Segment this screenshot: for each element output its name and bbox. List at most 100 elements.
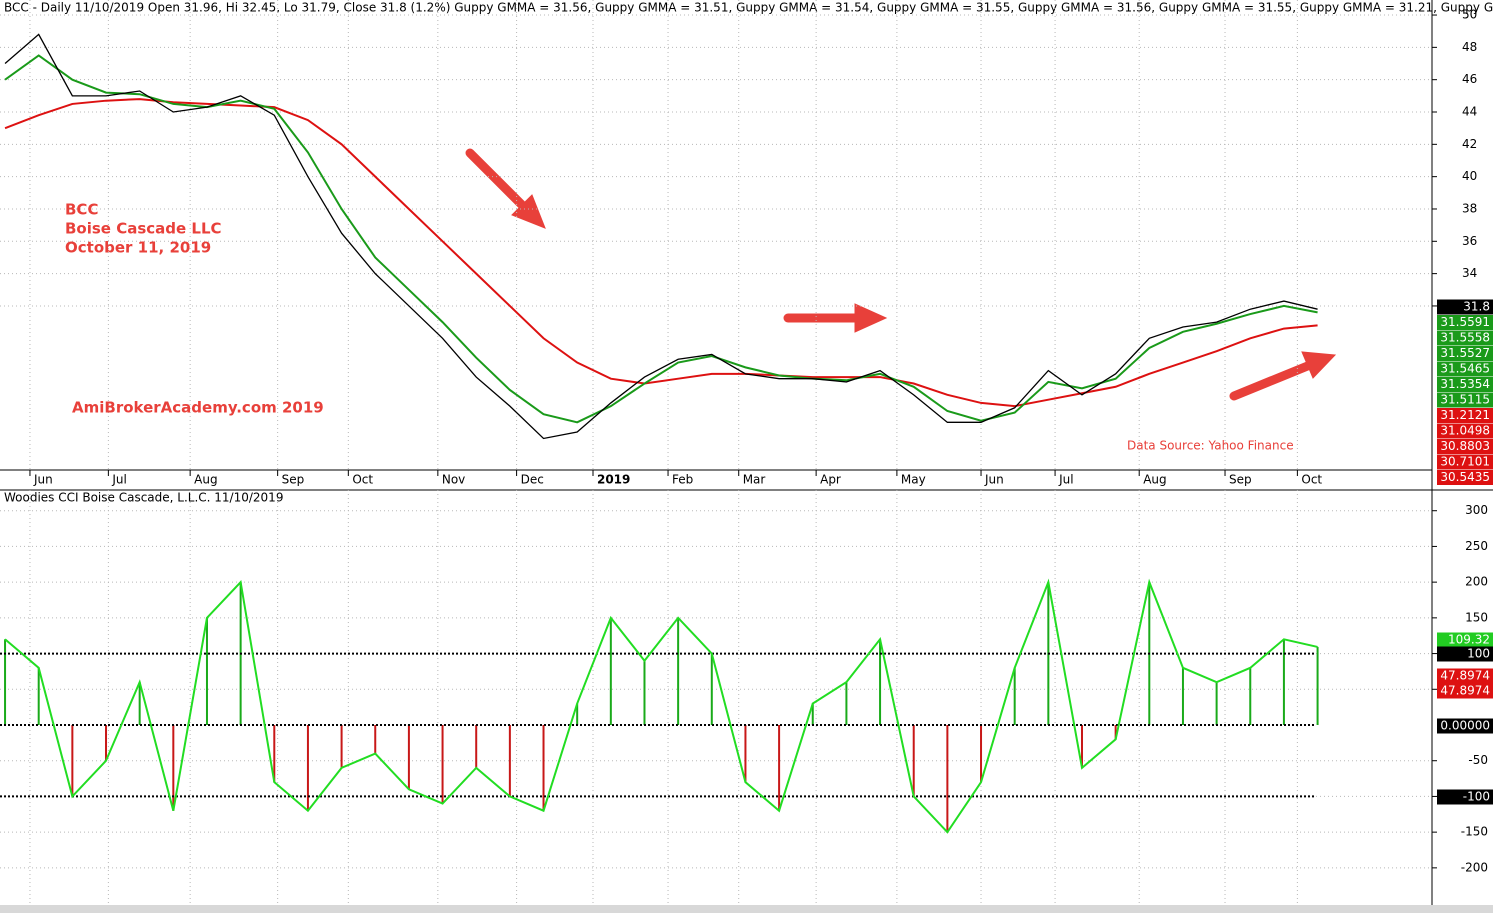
- annotation: October 11, 2019: [65, 239, 211, 257]
- value-box: [1437, 299, 1493, 315]
- cci-bar: [609, 617, 612, 725]
- y-tick-label: 200: [1465, 575, 1488, 589]
- cci-bar: [475, 725, 478, 768]
- chart-title: Woodies CCI Boise Cascade, L.L.C. 11/10/…: [4, 491, 283, 505]
- cci-bar: [643, 660, 646, 725]
- value-box-label: 47.8974: [1440, 669, 1490, 683]
- value-box: [1437, 439, 1493, 454]
- x-tick-label: Nov: [442, 473, 465, 487]
- y-tick-label: 50: [1462, 8, 1477, 22]
- y-tick-label: 300: [1465, 503, 1488, 517]
- value-box: [1437, 470, 1493, 485]
- cci-bar: [37, 667, 40, 725]
- value-box-label: 31.5354: [1440, 377, 1490, 391]
- price-line: [4, 33, 1318, 440]
- cci-bar: [879, 639, 882, 725]
- arrows: [465, 148, 1337, 401]
- cci-bar: [441, 725, 444, 804]
- cci-bar: [1215, 682, 1218, 725]
- x-tick-label: Aug: [194, 473, 217, 487]
- value-box-label: 31.5465: [1440, 362, 1490, 376]
- value-box-label: 31.0498: [1440, 424, 1490, 438]
- value-box-label: -100: [1463, 790, 1490, 804]
- cci-bar: [273, 725, 276, 783]
- value-box: [1437, 683, 1493, 699]
- x-tick-label: Jul: [1058, 473, 1073, 487]
- x-tick-label: Sep: [1229, 473, 1252, 487]
- cci-bar: [576, 703, 579, 725]
- value-box: [1437, 632, 1493, 648]
- x-tick-label: Apr: [820, 473, 841, 487]
- value-box: [1437, 408, 1493, 423]
- x-tick-label: Mar: [743, 473, 766, 487]
- cci-bar: [811, 703, 814, 725]
- sheet-tabs: [0, 905, 1493, 913]
- cci-bar: [508, 725, 511, 797]
- x-tick-label: Feb: [672, 473, 693, 487]
- value-box-label: 100: [1467, 647, 1490, 661]
- value-box-label: 31.2121: [1440, 408, 1490, 422]
- value-box-label: 47.8974: [1440, 684, 1490, 698]
- cci-bar: [1013, 667, 1016, 725]
- cci-bar: [542, 725, 545, 811]
- value-box: [1437, 718, 1493, 734]
- cci-bar: [710, 653, 713, 725]
- cci-bar: [677, 617, 680, 725]
- cci-bar: [1249, 667, 1252, 725]
- value-box-label: 109.32: [1448, 633, 1490, 647]
- cci-bar: [105, 725, 108, 761]
- value-box: [1437, 346, 1493, 361]
- x-tick-label: Jun: [984, 473, 1004, 487]
- annotation: AmiBrokerAcademy.com 2019: [72, 399, 324, 417]
- value-box-label: 0.00000: [1440, 719, 1490, 733]
- arrow: [465, 148, 535, 218]
- x-tick-label: 2019: [597, 473, 630, 487]
- value-box-label: 31.5115: [1440, 393, 1490, 407]
- value-box: [1437, 392, 1493, 408]
- y-tick-label: 44: [1462, 105, 1477, 119]
- x-tick-label: Jul: [111, 473, 126, 487]
- y-tick-label: 150: [1465, 610, 1488, 624]
- value-box-label: 30.7101: [1440, 455, 1490, 469]
- arrow-head: [854, 303, 888, 333]
- cci-bar: [172, 725, 175, 811]
- cci-bar: [306, 725, 309, 811]
- cci-bar: [946, 725, 949, 833]
- value-box-label: 31.5558: [1440, 331, 1490, 345]
- value-box: [1437, 330, 1493, 346]
- x-tick-label: May: [901, 473, 926, 487]
- chart-title: BCC - Daily 11/10/2019 Open 31.96, Hi 32…: [4, 1, 1493, 15]
- annotation: BCC: [65, 201, 98, 219]
- arrow: [1229, 360, 1315, 401]
- cci-bar: [1080, 725, 1083, 768]
- cci-bar: [1114, 725, 1117, 740]
- cci-bar: [340, 725, 343, 768]
- cci-bar: [205, 617, 208, 725]
- value-box-label: 30.5435: [1440, 470, 1490, 484]
- cci-bar: [778, 725, 781, 811]
- price-line: [4, 54, 1318, 424]
- value-box: [1437, 377, 1493, 392]
- y-tick-label: 34: [1462, 266, 1477, 280]
- value-box-label: 31.5591: [1440, 315, 1490, 329]
- cci-bar: [1282, 639, 1285, 725]
- value-box-label: 30.8803: [1440, 439, 1490, 453]
- value-box: [1437, 668, 1493, 684]
- value-box: [1437, 315, 1493, 330]
- value-box: [1437, 789, 1493, 805]
- cci-bar: [138, 682, 141, 725]
- value-box: [1437, 646, 1493, 662]
- x-tick-label: Oct: [352, 473, 373, 487]
- value-box-label: 31.8: [1463, 300, 1490, 314]
- cci-bar: [374, 725, 377, 754]
- value-box: [1437, 454, 1493, 470]
- y-tick-label: 40: [1462, 169, 1477, 183]
- x-tick-label: Sep: [282, 473, 305, 487]
- x-tick-label: Dec: [521, 473, 544, 487]
- value-box: [1437, 361, 1493, 377]
- arrow-head: [511, 194, 546, 229]
- cci-bar: [1181, 667, 1184, 725]
- cci-bar: [744, 725, 747, 783]
